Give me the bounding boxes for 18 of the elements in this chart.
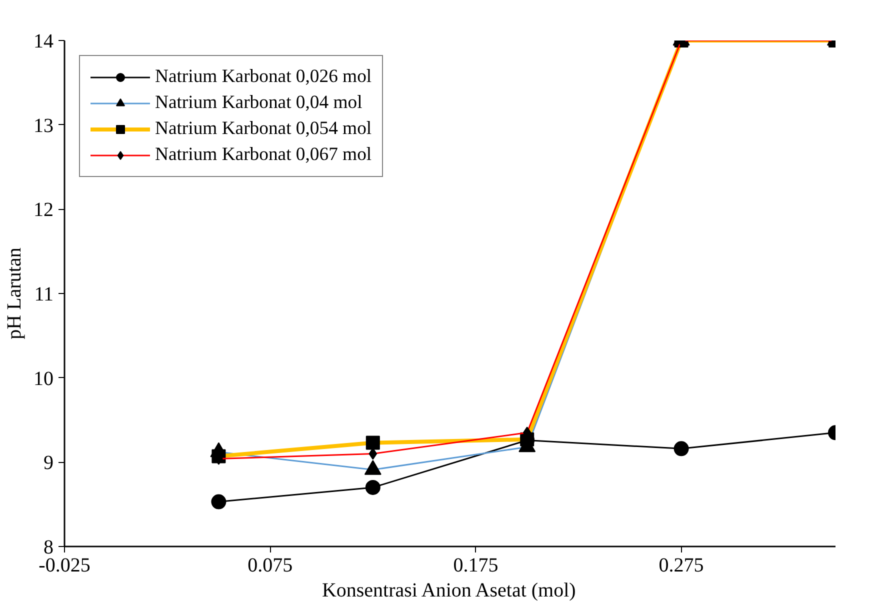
point: [674, 441, 689, 456]
x-axis-title: Konsentrasi Anion Asetat (mol): [322, 580, 576, 602]
y-tick-label: 9: [44, 452, 54, 474]
y-tick-label: 10: [34, 368, 54, 390]
legend-label: Natrium Karbonat 0,067 mol: [155, 144, 372, 166]
y-tick-label: 12: [34, 199, 54, 222]
y-tick-label: 14: [34, 30, 54, 52]
x-tick-label: 0.175: [453, 554, 498, 576]
point: [365, 480, 380, 495]
x-tick-label: 0.275: [658, 554, 704, 576]
y-tick-label: 13: [34, 114, 54, 137]
point: [211, 494, 226, 510]
legend-label: Natrium Karbonat 0,054 mol: [155, 118, 372, 140]
y-tick-label: 11: [34, 284, 54, 306]
x-tick-label: 0.075: [248, 554, 293, 576]
y-axis-title: pH Larutan: [4, 248, 26, 340]
legend-label: Natrium Karbonat 0,026 mol: [155, 66, 372, 88]
legend-label: Natrium Karbonat 0,04 mol: [155, 92, 362, 114]
